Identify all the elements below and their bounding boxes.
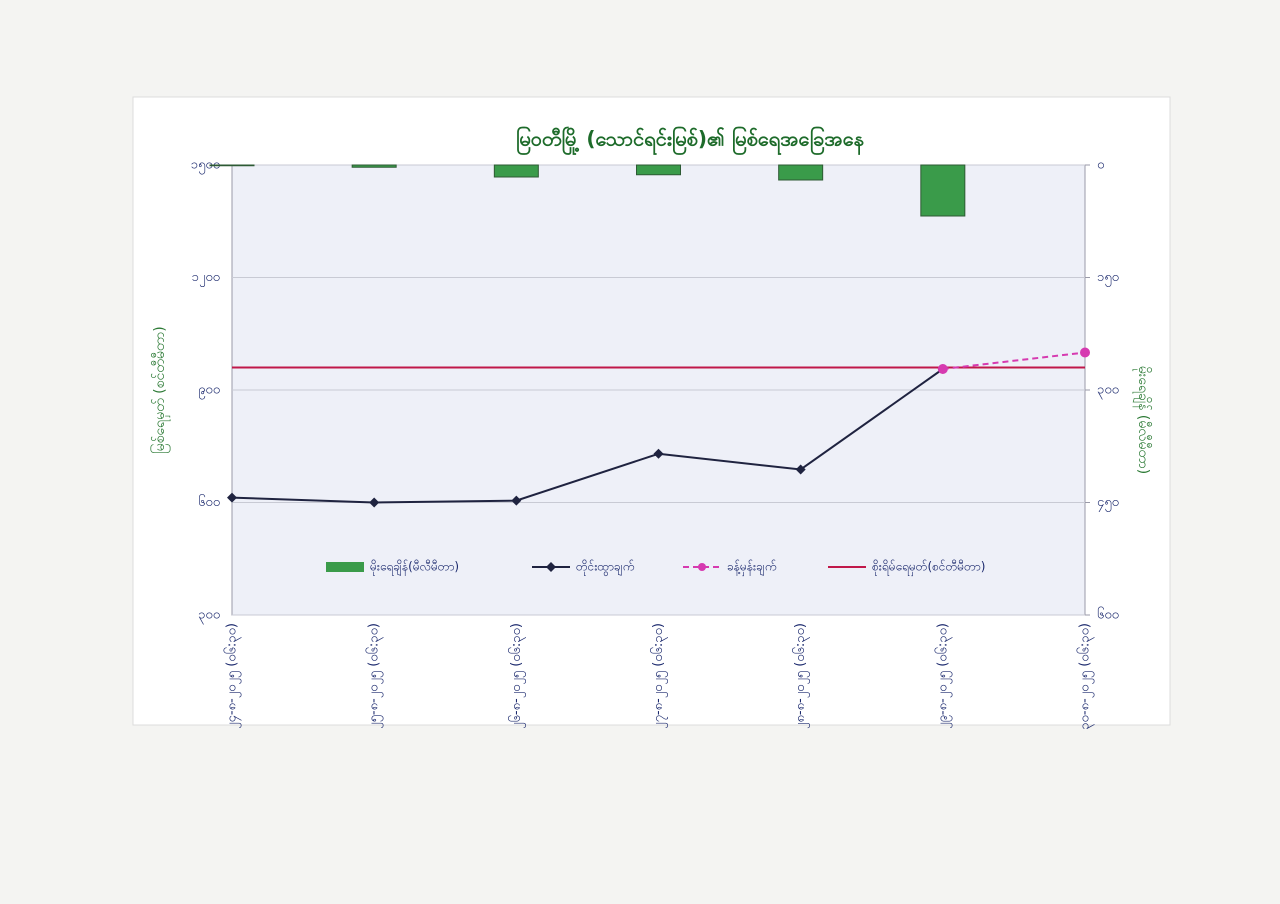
marker	[369, 497, 380, 508]
y2-tick-label: ၄၅၀	[1097, 495, 1119, 512]
x-tick-label: ၂၉-၈-၂၀၂၅ (၀၆:၃၀)	[934, 623, 952, 729]
y-tick-label: ၁၂၀၀	[192, 270, 220, 287]
y2-tick-label: ၁၅၀	[1097, 270, 1119, 287]
marker	[937, 364, 948, 374]
y-tick-label: ၆၀၀	[198, 494, 220, 510]
x-tick-label: ၂၇-၈-၂၀၂၅ (၀၆:၃၀)	[650, 623, 668, 729]
line	[942, 351, 1086, 370]
legend-label: တိုင်းထွာချက်	[576, 559, 634, 577]
marker	[511, 495, 522, 506]
y2-axis-label: မိုးရေချိန် (မီလီမီတာ)	[1133, 366, 1151, 474]
legend-label: ခန့်မှန်းချက်	[727, 559, 776, 577]
bar	[351, 164, 397, 168]
y-tick-label: ၃၀၀	[198, 608, 220, 625]
marker	[653, 448, 664, 459]
x-tick-label: ၃၀-၈-၂၀၂၅ (၀၆:၃၀)	[1077, 623, 1095, 730]
x-tick-label: ၂၄-၈-၂၀၂၅ (၀၆:၃၀)	[224, 623, 242, 729]
marker	[1080, 347, 1090, 358]
bar	[209, 164, 255, 167]
y2-tick-label: ၃၀၀	[1097, 383, 1119, 400]
bar	[778, 164, 824, 181]
x-tick-label: ၂၈-၈-၂၀၂၅ (၀၆:၃၀)	[792, 623, 810, 729]
x-tick-label: ၂၅-၈-၂၀၂၅ (၀၆:၃၀)	[366, 623, 384, 729]
legend-label: စိုးရိမ်ရေမှတ်(စင်တီမီတာ)	[872, 559, 985, 577]
bar	[920, 164, 966, 217]
marker	[795, 464, 806, 475]
bar	[636, 164, 681, 176]
legend-swatch	[326, 562, 364, 572]
y-axis-label: မြစ်ရေမှတ် (စင်တီမီတာ)	[151, 326, 170, 454]
legend-label: မိုးရေချိန်(မီလီမီတာ)	[370, 559, 459, 577]
bar	[493, 164, 539, 178]
legend-marker	[698, 563, 706, 571]
line	[231, 368, 944, 504]
y-tick-label: ၉၀၀	[198, 383, 220, 400]
x-tick-label: ၂၆-၈-၂၀၂၅ (၀၆:၃၀)	[508, 623, 526, 729]
y2-tick-label: ၆၀၀	[1097, 607, 1119, 623]
y2-tick-label: ၀	[1097, 158, 1104, 173]
legend-marker	[546, 562, 556, 572]
marker	[227, 492, 237, 503]
y-tick-label: ၁၅၀၀	[191, 158, 220, 175]
